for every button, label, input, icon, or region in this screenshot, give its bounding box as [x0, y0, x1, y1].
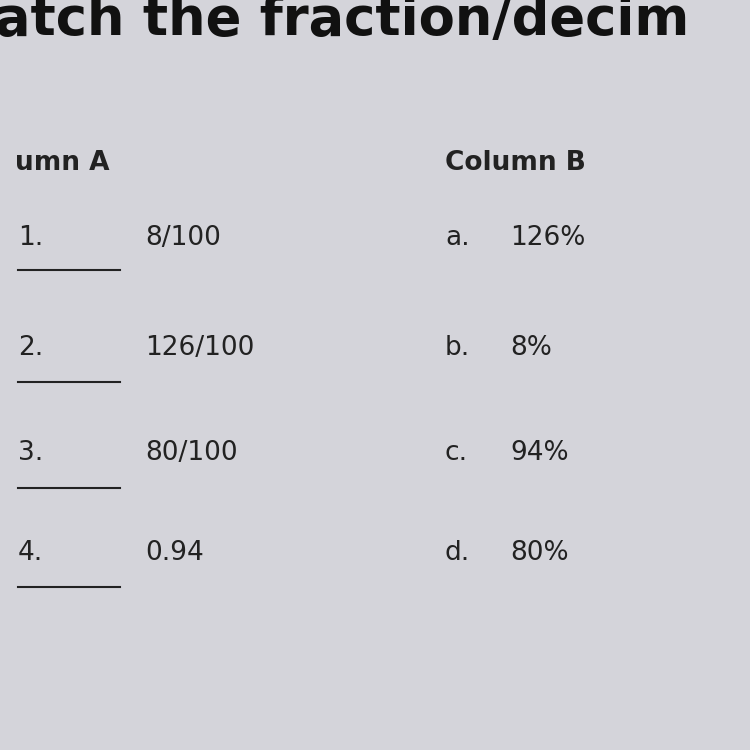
Text: 8/100: 8/100: [145, 225, 220, 251]
Text: 80/100: 80/100: [145, 440, 238, 466]
Text: umn A: umn A: [15, 150, 110, 176]
Text: d.: d.: [445, 540, 470, 566]
Text: 2.: 2.: [18, 335, 44, 361]
Text: Column B: Column B: [445, 150, 586, 176]
Text: 0.94: 0.94: [145, 540, 204, 566]
Text: b.: b.: [445, 335, 470, 361]
Text: atch the fraction/decim: atch the fraction/decim: [0, 0, 689, 46]
Text: 126%: 126%: [510, 225, 585, 251]
Text: 80%: 80%: [510, 540, 568, 566]
Text: 4.: 4.: [18, 540, 44, 566]
Text: c.: c.: [445, 440, 468, 466]
Text: a.: a.: [445, 225, 470, 251]
Text: 94%: 94%: [510, 440, 568, 466]
Text: 8%: 8%: [510, 335, 552, 361]
Text: 3.: 3.: [18, 440, 44, 466]
Text: 126/100: 126/100: [145, 335, 254, 361]
Text: 1.: 1.: [18, 225, 44, 251]
